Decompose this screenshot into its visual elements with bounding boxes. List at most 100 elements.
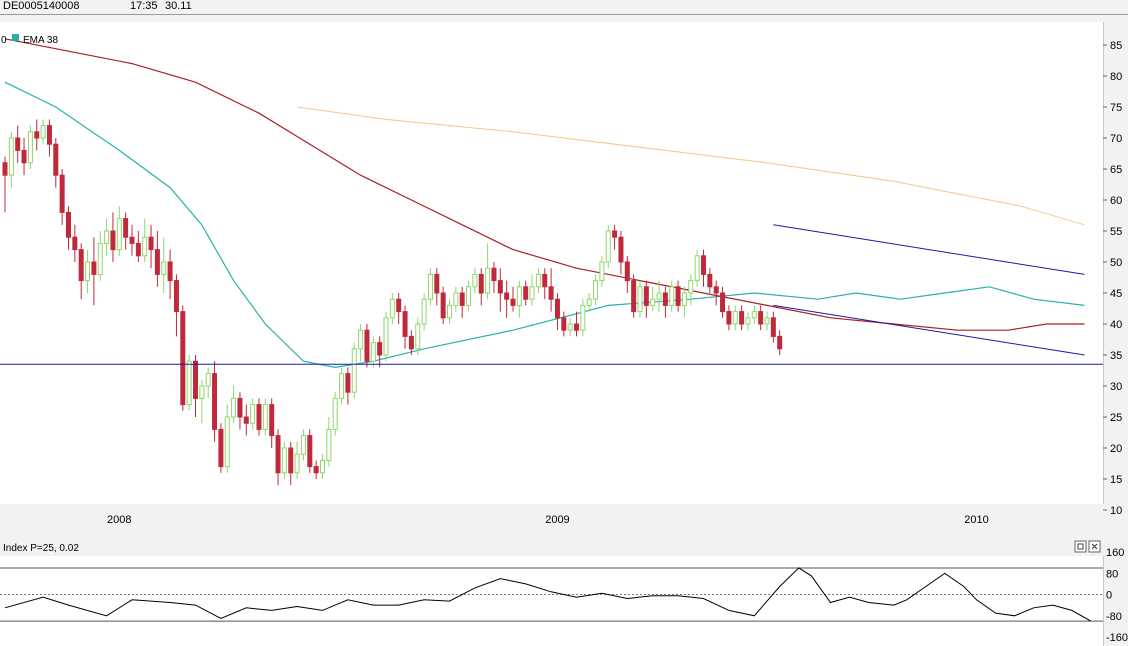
candle — [662, 286, 668, 318]
candle — [110, 212, 116, 262]
channel-lower-line — [773, 304, 1085, 356]
candle — [313, 460, 319, 479]
candle — [618, 231, 624, 275]
candle — [300, 429, 306, 461]
candle — [396, 293, 402, 324]
candle — [415, 317, 421, 355]
candle — [529, 274, 535, 306]
candle — [320, 454, 325, 479]
candle — [358, 324, 364, 362]
candle — [135, 231, 141, 262]
candle — [142, 218, 148, 262]
candle — [758, 305, 764, 331]
y-tick-label: 20 — [1110, 443, 1122, 455]
candle — [637, 280, 643, 318]
ema-red-line — [4, 38, 1085, 331]
candle — [434, 268, 440, 306]
candle — [34, 119, 40, 151]
candle — [580, 299, 586, 337]
y-tick-label: 10 — [1110, 505, 1122, 517]
candle — [440, 286, 446, 324]
candle — [548, 268, 554, 312]
candle — [688, 274, 694, 306]
candle — [281, 441, 287, 479]
candle — [675, 280, 681, 312]
candle — [123, 212, 129, 250]
candle — [288, 441, 294, 486]
candle — [307, 429, 313, 473]
candle — [643, 280, 649, 318]
candle — [193, 355, 198, 417]
y-tick-label: 30 — [1110, 381, 1122, 393]
candle — [402, 305, 408, 349]
candle — [205, 367, 211, 399]
legend-prefix: 0 — [1, 35, 7, 46]
candle — [389, 293, 395, 324]
candle — [523, 280, 529, 306]
candle — [624, 255, 630, 293]
candle — [732, 305, 738, 331]
candle — [154, 231, 160, 287]
candle — [351, 342, 357, 399]
candle — [345, 367, 351, 405]
candle — [586, 293, 592, 312]
candle — [491, 262, 497, 293]
candle — [777, 330, 783, 355]
x-tick-label: 2010 — [964, 514, 988, 526]
indicator-line — [4, 567, 1092, 622]
candle — [269, 398, 275, 448]
candle — [339, 367, 345, 405]
candle — [275, 429, 281, 486]
indicator-y-tick-label: 80 — [1106, 568, 1118, 580]
candle — [27, 125, 33, 169]
candle — [574, 311, 579, 337]
candle — [593, 274, 599, 306]
candle — [218, 423, 224, 473]
candle — [46, 119, 52, 157]
candle — [40, 119, 46, 145]
candle — [466, 280, 472, 312]
candle — [250, 398, 256, 430]
candle — [516, 280, 522, 318]
x-tick-label: 2008 — [107, 514, 131, 526]
candle — [332, 392, 338, 436]
candle — [237, 392, 243, 430]
indicator-y-tick-label: -80 — [1106, 611, 1122, 623]
ema-legend-label: EMA 38 — [23, 35, 58, 46]
price-label: 30.11 — [165, 0, 192, 12]
candle — [66, 206, 71, 250]
candle — [104, 218, 110, 256]
y-tick-label: 70 — [1110, 133, 1122, 145]
candle — [180, 305, 186, 411]
candle — [294, 441, 300, 479]
candle — [605, 224, 611, 269]
candle — [764, 311, 770, 331]
indicator-plot-area — [0, 556, 1103, 646]
candle — [453, 286, 459, 312]
candle — [129, 224, 135, 256]
indicator-restore-button[interactable] — [1074, 540, 1087, 553]
candle — [694, 249, 700, 287]
indicator-y-tick-label: 0 — [1106, 590, 1112, 602]
y-tick-label: 45 — [1110, 288, 1122, 300]
candle — [167, 249, 173, 300]
x-tick-label: 2009 — [545, 514, 569, 526]
ema-orange-line — [297, 106, 1085, 226]
candle — [148, 224, 154, 269]
y-tick-label: 50 — [1110, 257, 1122, 269]
y-tick-label: 65 — [1110, 164, 1122, 176]
candle — [701, 249, 706, 287]
candle — [485, 243, 491, 300]
indicator-close-button[interactable] — [1088, 540, 1101, 553]
symbol-label: DE0005140008 — [3, 0, 80, 12]
close-icon — [1091, 543, 1098, 550]
indicator-y-tick-label: 160 — [1106, 547, 1124, 559]
channel-upper-line — [773, 224, 1085, 275]
y-tick-label: 15 — [1110, 474, 1122, 486]
candle — [751, 305, 757, 324]
indicator-label: Index P=25, 0.02 — [3, 543, 79, 554]
ema-teal-line — [4, 81, 1085, 369]
candle — [421, 293, 427, 331]
